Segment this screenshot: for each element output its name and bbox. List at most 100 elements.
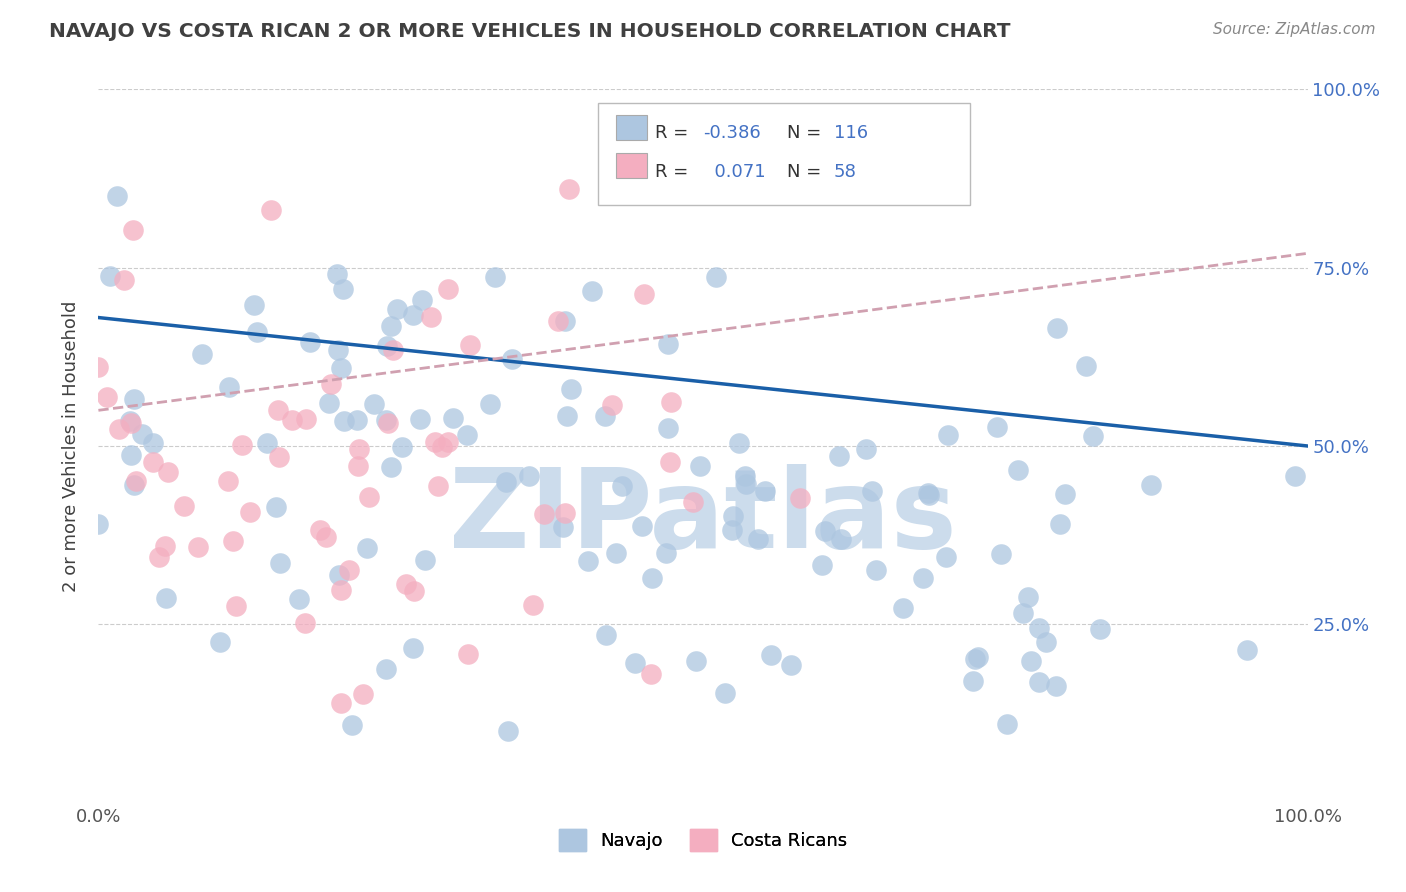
Point	[547, 314, 569, 328]
Point	[375, 662, 398, 676]
Legend: Navajo, Costa Ricans: Navajo, Costa Ricans	[551, 822, 855, 858]
Point	[269, 556, 291, 570]
Point	[605, 545, 627, 559]
Point	[655, 546, 678, 560]
Point	[830, 532, 852, 546]
Point	[554, 314, 576, 328]
Point	[218, 380, 240, 394]
Point	[395, 577, 418, 591]
Point	[122, 392, 145, 406]
Text: 58: 58	[834, 163, 856, 181]
Point	[456, 427, 478, 442]
Point	[967, 649, 990, 664]
Point	[759, 648, 782, 662]
Point	[402, 640, 425, 655]
Point	[595, 628, 617, 642]
Point	[936, 428, 959, 442]
Point	[153, 539, 176, 553]
Point	[735, 476, 758, 491]
Point	[329, 696, 352, 710]
Point	[657, 420, 679, 434]
Point	[1017, 590, 1039, 604]
Text: N =: N =	[787, 124, 827, 142]
Point	[243, 298, 266, 312]
Point	[1012, 606, 1035, 620]
Point	[911, 571, 934, 585]
Point	[986, 419, 1008, 434]
Point	[120, 416, 142, 430]
Point	[436, 434, 458, 449]
Point	[333, 414, 356, 428]
Point	[287, 592, 309, 607]
Point	[1045, 680, 1067, 694]
Point	[411, 293, 433, 308]
Point	[457, 647, 479, 661]
Point	[318, 396, 340, 410]
Point	[375, 339, 398, 353]
Point	[267, 402, 290, 417]
Point	[828, 449, 851, 463]
Point	[891, 600, 914, 615]
Point	[148, 550, 170, 565]
Point	[328, 567, 350, 582]
Point	[173, 499, 195, 513]
Text: R =: R =	[655, 124, 695, 142]
Point	[347, 442, 370, 456]
Point	[437, 282, 460, 296]
Point	[356, 541, 378, 556]
Point	[641, 571, 664, 585]
Point	[222, 533, 245, 548]
Point	[576, 554, 599, 568]
Point	[990, 547, 1012, 561]
Point	[682, 495, 704, 509]
Point	[363, 397, 385, 411]
Point	[329, 582, 352, 597]
Point	[633, 286, 655, 301]
Point	[120, 448, 142, 462]
Point	[87, 359, 110, 374]
Point	[659, 455, 682, 469]
Point	[747, 533, 769, 547]
Point	[352, 687, 374, 701]
Point	[495, 475, 517, 490]
Point	[423, 435, 446, 450]
Point	[246, 325, 269, 339]
Point	[122, 223, 145, 237]
Point	[704, 269, 727, 284]
Point	[380, 319, 402, 334]
Point	[1081, 428, 1104, 442]
Point	[657, 337, 679, 351]
Point	[458, 337, 481, 351]
Point	[917, 485, 939, 500]
Point	[122, 478, 145, 492]
Point	[309, 523, 332, 537]
Point	[330, 361, 353, 376]
Point	[522, 599, 544, 613]
Text: N =: N =	[787, 163, 827, 181]
Text: Source: ZipAtlas.com: Source: ZipAtlas.com	[1212, 22, 1375, 37]
Point	[112, 273, 135, 287]
Point	[239, 505, 262, 519]
Point	[294, 615, 316, 630]
Point	[377, 416, 399, 430]
Point	[1076, 359, 1098, 373]
Point	[640, 667, 662, 681]
Point	[96, 390, 118, 404]
Point	[935, 550, 957, 565]
Point	[624, 657, 647, 671]
Text: 116: 116	[834, 124, 868, 142]
Point	[1046, 321, 1069, 335]
Point	[187, 540, 209, 554]
Point	[380, 459, 402, 474]
Point	[382, 343, 405, 357]
Point	[1019, 654, 1042, 668]
Point	[728, 436, 751, 450]
Point	[260, 202, 283, 217]
Point	[295, 412, 318, 426]
Point	[554, 506, 576, 520]
Point	[225, 599, 247, 613]
Point	[721, 508, 744, 523]
Text: NAVAJO VS COSTA RICAN 2 OR MORE VEHICLES IN HOUSEHOLD CORRELATION CHART: NAVAJO VS COSTA RICAN 2 OR MORE VEHICLES…	[49, 22, 1011, 41]
Point	[264, 500, 287, 514]
Point	[789, 491, 811, 506]
